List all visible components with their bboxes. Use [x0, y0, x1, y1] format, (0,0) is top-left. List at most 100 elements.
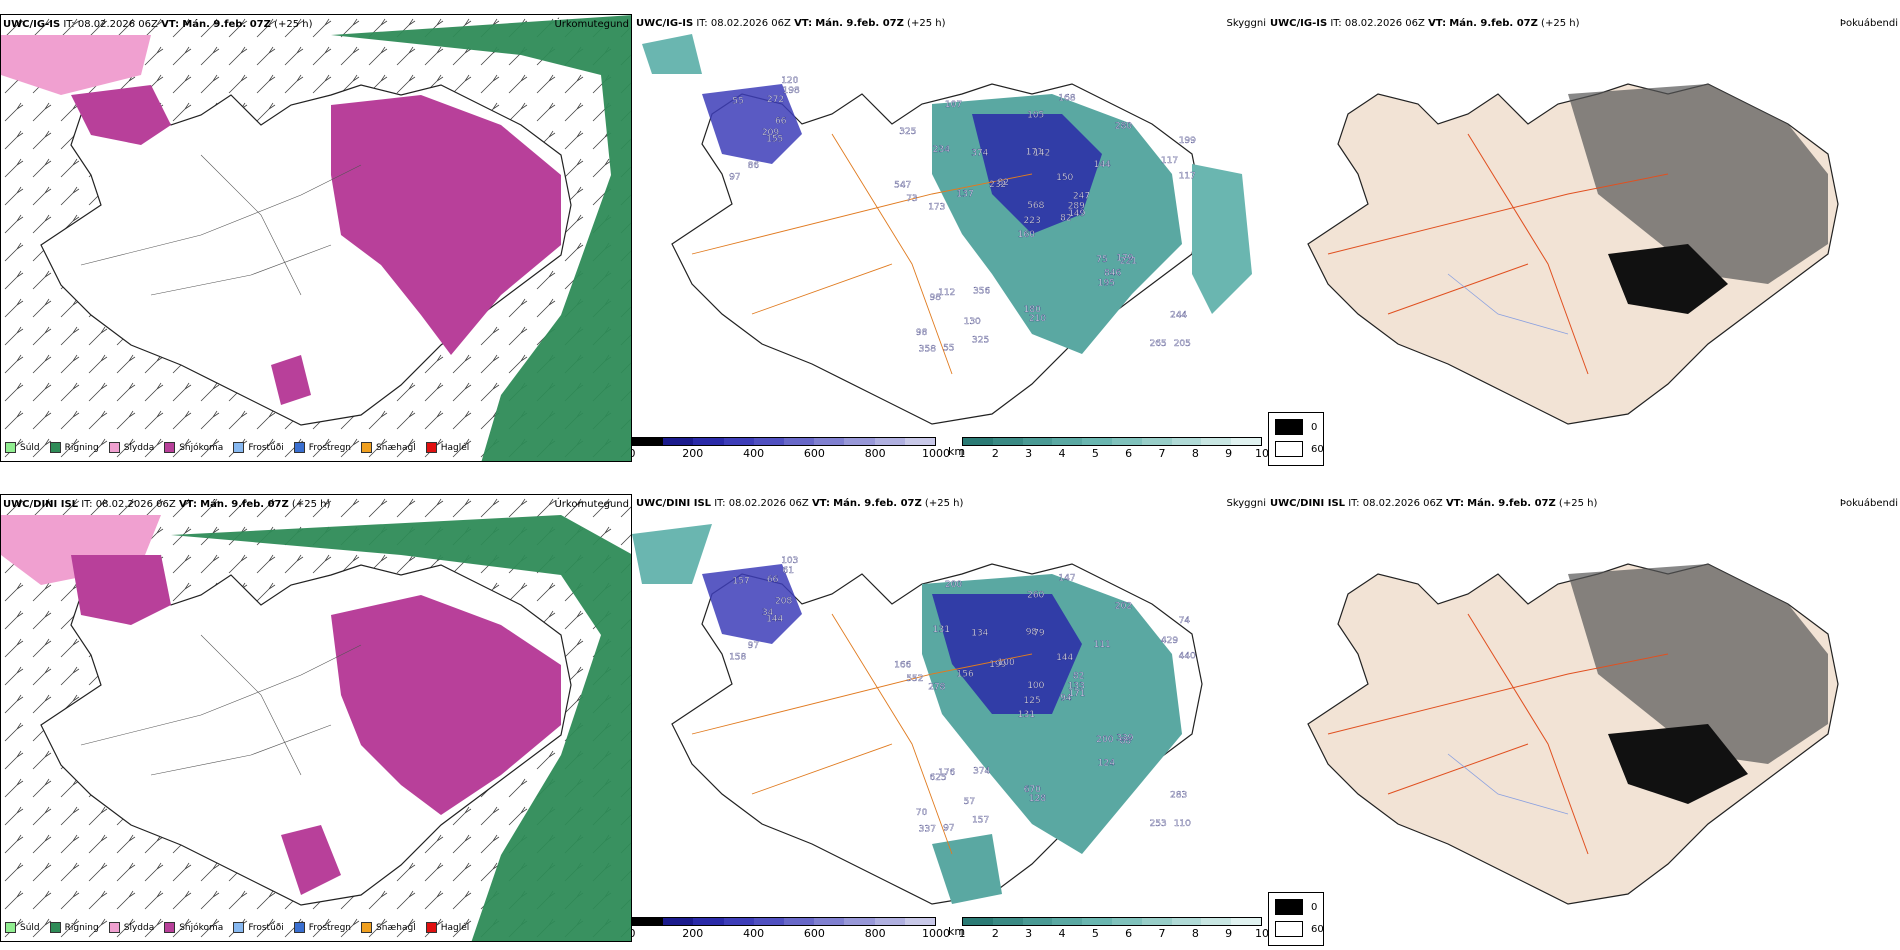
ceiling-label: 97	[748, 641, 759, 651]
ceiling-label: 155	[766, 134, 783, 144]
ceiling-label: 289	[1068, 202, 1085, 212]
legend-label: Frostúði	[248, 442, 284, 453]
legend-label: Frostúði	[248, 922, 284, 933]
scale-swatch	[904, 438, 936, 445]
ceiling-label: 200	[1096, 735, 1113, 745]
scale-tick: 1000	[922, 927, 950, 940]
scale-swatch	[1052, 438, 1083, 445]
legend-item: Haglél	[425, 922, 470, 933]
legend-swatch	[108, 442, 120, 453]
ceiling-label: 157	[732, 576, 749, 586]
scale-swatch	[633, 918, 664, 925]
fog-legend-bottom: 0 60	[1268, 892, 1324, 946]
fog-legend-row: 0	[1275, 419, 1317, 435]
legend-item: Frostúði	[233, 922, 284, 933]
legend-label: Frostregn	[308, 442, 352, 453]
precip-legend-bottom: Súld Rigning Slydda Snjókoma Frostúði Frostre…	[5, 922, 469, 933]
fog-legend-swatch	[1275, 899, 1303, 915]
scale-tick: 7	[1158, 447, 1166, 460]
ceiling-label: 133	[1068, 682, 1085, 692]
ceiling-label: 66	[767, 575, 779, 585]
fog-legend-top: 0 60	[1268, 412, 1324, 466]
ceiling-scale-top: 02004006008001000 m	[632, 437, 950, 462]
ceiling-label: 171	[1026, 148, 1043, 158]
cloud-title-bottom-main: UWC/DINI ISL IT: 08.02.2026 06Z VT: Mán.…	[636, 498, 964, 509]
scale-tick: 10	[1255, 447, 1268, 460]
scale-swatch	[1111, 438, 1142, 445]
ceiling-label: 57	[964, 797, 975, 807]
precip-field-top: Úrkomutegund	[554, 19, 629, 30]
legend-item: Slydda	[108, 922, 154, 933]
ceiling-label: 131	[1018, 710, 1035, 720]
legend-item: Snæhagl	[361, 442, 416, 453]
legend-swatch	[361, 442, 373, 453]
fog-legend-swatch	[1275, 419, 1303, 435]
scale-swatch	[693, 438, 724, 445]
ceiling-label: 625	[930, 773, 947, 783]
ceiling-label: 374	[973, 766, 990, 776]
legend-item: Frostregn	[293, 442, 352, 453]
scale-unit: km	[948, 925, 966, 938]
scale-tick: 6	[1125, 927, 1133, 940]
ceiling-label: 128	[1029, 794, 1046, 804]
fog-legend-label: 60	[1311, 443, 1324, 455]
ceiling-label: 124	[1098, 759, 1115, 769]
scale-tick: 2	[991, 927, 999, 940]
scale-tick: 200	[682, 927, 704, 940]
ceiling-label: 82	[998, 178, 1009, 188]
legend-swatch	[361, 922, 373, 933]
fog-legend-row: 60	[1275, 441, 1324, 457]
ceiling-label: 160	[1018, 230, 1035, 240]
ceiling-scale-bottom: 02004006008001000 m	[632, 917, 950, 942]
ceiling-label: 552	[906, 674, 923, 684]
scale-tick: 1	[958, 927, 966, 940]
scale-swatch	[633, 438, 664, 445]
ceiling-label: 272	[767, 95, 784, 105]
ceiling-label: 283	[1170, 791, 1187, 801]
ceiling-label: 144	[766, 614, 783, 624]
legend-item: Haglél	[425, 442, 469, 453]
fog-title-bottom: UWC/DINI ISL IT: 08.02.2026 06Z VT: Mán.…	[1270, 498, 1598, 509]
fog-legend-swatch	[1275, 921, 1303, 937]
fog-map-bottom	[1307, 563, 1839, 905]
fog-legend-row: 0	[1275, 899, 1317, 915]
precip-field-bottom: Úrkomutegund	[554, 499, 629, 510]
legend-swatch	[49, 442, 61, 453]
legend-label: Frostregn	[308, 922, 352, 933]
scale-tick: 4	[1058, 447, 1066, 460]
visibility-scale-top: 1 2 3 4 5 6 7 8 9 10 km	[948, 437, 1268, 462]
scale-tick: 3	[1025, 927, 1033, 940]
legend-label: Snjókoma	[179, 442, 224, 453]
cloud-title-top-main: UWC/IG-IS IT: 08.02.2026 06Z VT: Mán. 9.…	[636, 18, 946, 29]
legend-item: Snæhagl	[361, 922, 416, 933]
ceiling-label: 244	[1170, 311, 1187, 321]
ceiling-label: 173	[928, 203, 945, 213]
ceiling-label: 125	[1024, 696, 1041, 706]
ceiling-label: 112	[938, 288, 955, 298]
ceiling-label: 180	[1024, 305, 1041, 315]
scale-tick: 800	[864, 927, 886, 940]
legend-label: Haglél	[440, 922, 470, 933]
scale-swatch	[723, 918, 754, 925]
scale-unit: km	[948, 445, 966, 458]
scale-swatch	[904, 918, 936, 925]
legend-swatch	[108, 922, 120, 933]
ceiling-label: 137	[957, 189, 974, 199]
legend-item: Slydda	[108, 442, 154, 453]
scale-swatch	[1231, 918, 1261, 925]
scale-swatch	[784, 438, 815, 445]
ceiling-label: 110	[1174, 819, 1191, 829]
scale-swatch	[1022, 438, 1053, 445]
scale-tick: 5	[1091, 447, 1099, 460]
ceiling-label: 142	[1033, 148, 1050, 158]
legend-swatch	[425, 922, 437, 933]
fog-legend-row: 60	[1275, 921, 1324, 937]
ceiling-label: 82	[1060, 214, 1071, 224]
legend-swatch	[425, 442, 437, 453]
legend-swatch	[5, 442, 16, 453]
cloud-field-top: Skyggni	[1226, 18, 1266, 29]
ceiling-label: 117	[1179, 172, 1196, 182]
scale-swatch	[1082, 918, 1112, 925]
scale-swatch	[1171, 918, 1202, 925]
